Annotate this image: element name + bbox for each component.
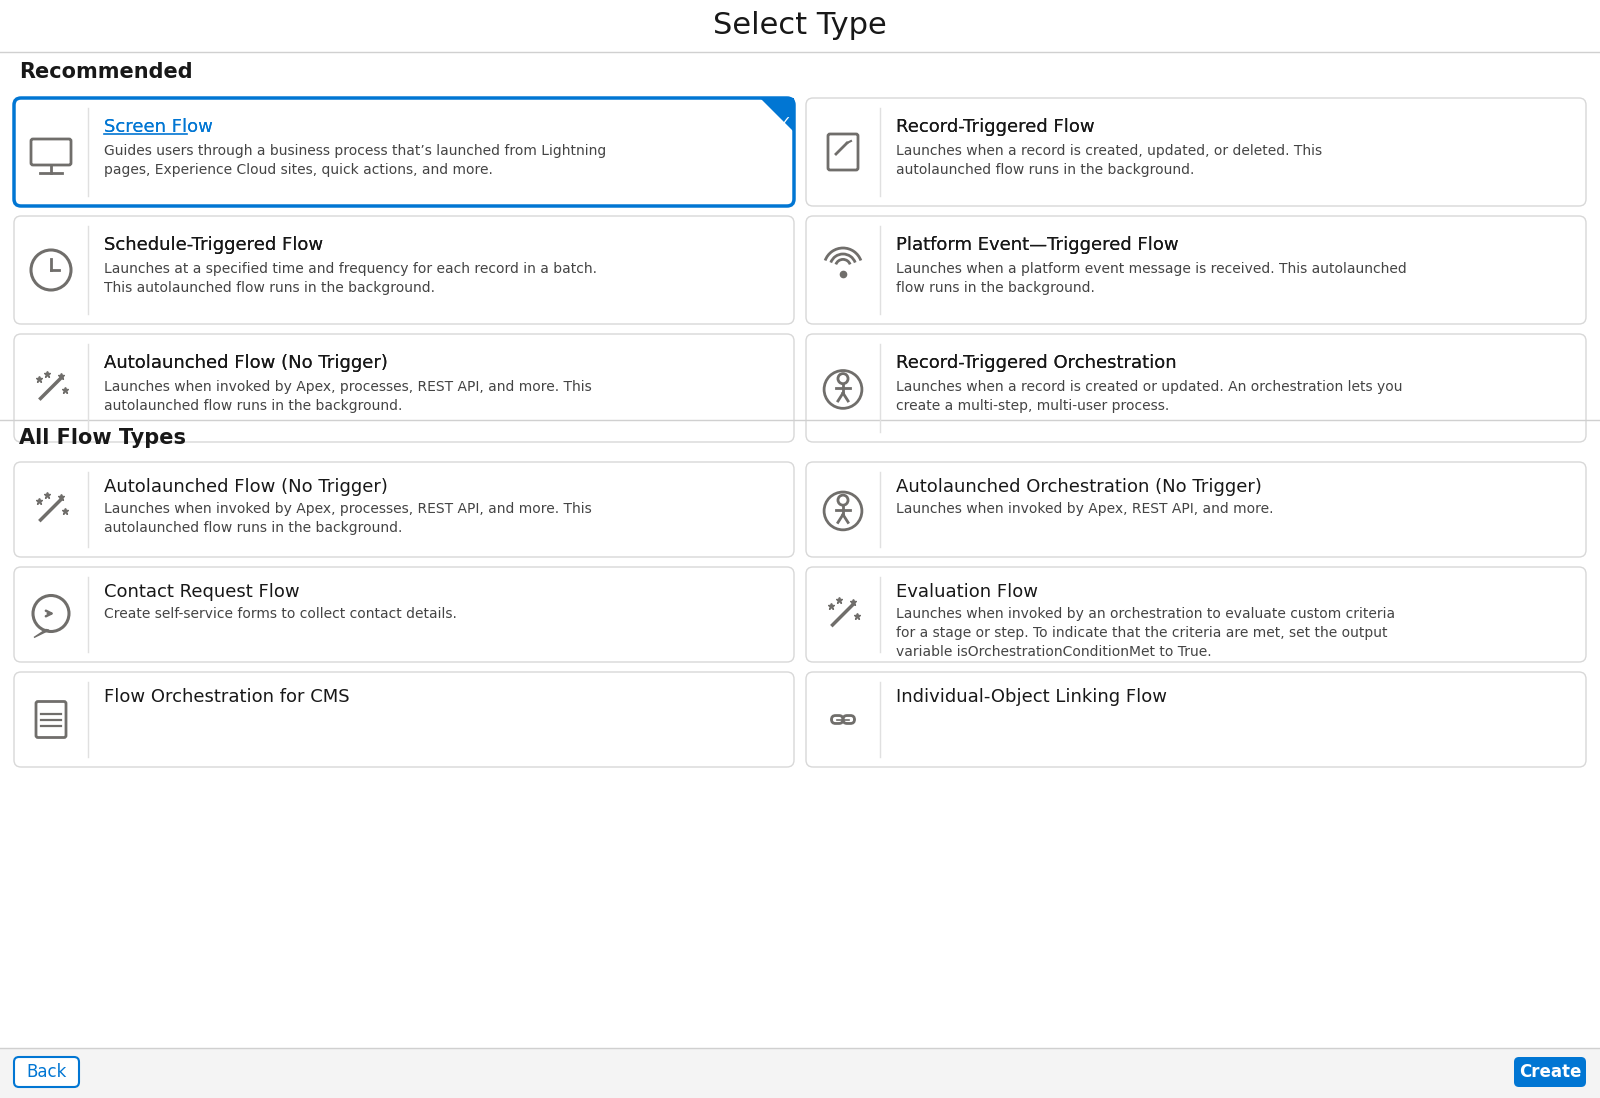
Text: Evaluation Flow: Evaluation Flow	[896, 583, 1038, 601]
Text: Autolaunched Flow (No Trigger): Autolaunched Flow (No Trigger)	[104, 478, 387, 496]
Text: Record-Triggered Orchestration: Record-Triggered Orchestration	[896, 354, 1176, 372]
Text: Record-Triggered Orchestration: Record-Triggered Orchestration	[896, 354, 1176, 372]
Text: Select Type: Select Type	[714, 11, 886, 40]
Text: Platform Event—Triggered Flow: Platform Event—Triggered Flow	[896, 236, 1179, 254]
Text: All Flow Types: All Flow Types	[19, 428, 186, 448]
Text: ✓: ✓	[779, 114, 792, 130]
Text: Launches at a specified time and frequency for each record in a batch.
This auto: Launches at a specified time and frequen…	[104, 262, 597, 295]
Text: Flow Orchestration for CMS: Flow Orchestration for CMS	[104, 688, 350, 706]
Text: Recommended: Recommended	[19, 61, 192, 82]
Text: Platform Event—Triggered Flow: Platform Event—Triggered Flow	[896, 236, 1179, 254]
Text: Individual-Object Linking Flow: Individual-Object Linking Flow	[896, 688, 1166, 706]
Text: Guides users through a business process that’s launched from Lightning
pages, Ex: Guides users through a business process …	[104, 144, 606, 177]
Text: Launches when invoked by Apex, processes, REST API, and more. This
autolaunched : Launches when invoked by Apex, processes…	[104, 380, 592, 413]
Text: Launches when a record is created or updated. An orchestration lets you
create a: Launches when a record is created or upd…	[896, 380, 1403, 413]
Text: Launches when a record is created, updated, or deleted. This
autolaunched flow r: Launches when a record is created, updat…	[896, 144, 1322, 177]
Text: Schedule-Triggered Flow: Schedule-Triggered Flow	[104, 236, 323, 254]
Text: Record-Triggered Flow: Record-Triggered Flow	[896, 117, 1094, 136]
FancyBboxPatch shape	[806, 98, 1586, 206]
FancyBboxPatch shape	[806, 334, 1586, 442]
Text: Launches when invoked by Apex, REST API, and more.: Launches when invoked by Apex, REST API,…	[896, 502, 1274, 516]
Text: Autolaunched Orchestration (No Trigger): Autolaunched Orchestration (No Trigger)	[896, 478, 1262, 496]
Text: Launches when a platform event message is received. This autolaunched
flow runs : Launches when a platform event message i…	[896, 262, 1406, 295]
FancyBboxPatch shape	[806, 216, 1586, 324]
Text: Schedule-Triggered Flow: Schedule-Triggered Flow	[104, 236, 323, 254]
FancyBboxPatch shape	[14, 334, 794, 442]
FancyBboxPatch shape	[14, 1057, 78, 1087]
Text: Contact Request Flow: Contact Request Flow	[104, 583, 299, 601]
Text: Autolaunched Flow (No Trigger): Autolaunched Flow (No Trigger)	[104, 354, 387, 372]
FancyBboxPatch shape	[0, 0, 1600, 1047]
FancyBboxPatch shape	[0, 1047, 1600, 1098]
Text: Launches when invoked by Apex, processes, REST API, and more. This
autolaunched : Launches when invoked by Apex, processes…	[104, 502, 592, 535]
FancyBboxPatch shape	[806, 567, 1586, 662]
FancyBboxPatch shape	[14, 672, 794, 768]
Text: Create: Create	[1518, 1063, 1581, 1082]
Text: Launches when invoked by an orchestration to evaluate custom criteria
for a stag: Launches when invoked by an orchestratio…	[896, 607, 1395, 659]
Text: Create self-service forms to collect contact details.: Create self-service forms to collect con…	[104, 607, 458, 621]
FancyBboxPatch shape	[14, 98, 794, 206]
Text: Screen Flow: Screen Flow	[104, 117, 213, 136]
FancyBboxPatch shape	[806, 462, 1586, 557]
FancyBboxPatch shape	[14, 567, 794, 662]
FancyBboxPatch shape	[14, 216, 794, 324]
Text: Autolaunched Flow (No Trigger): Autolaunched Flow (No Trigger)	[104, 354, 387, 372]
Text: Screen Flow: Screen Flow	[104, 117, 213, 136]
FancyBboxPatch shape	[14, 462, 794, 557]
FancyBboxPatch shape	[1514, 1057, 1586, 1087]
Polygon shape	[34, 629, 50, 638]
Polygon shape	[760, 98, 794, 132]
Text: Back: Back	[26, 1063, 67, 1082]
Text: Record-Triggered Flow: Record-Triggered Flow	[896, 117, 1094, 136]
FancyBboxPatch shape	[806, 672, 1586, 768]
